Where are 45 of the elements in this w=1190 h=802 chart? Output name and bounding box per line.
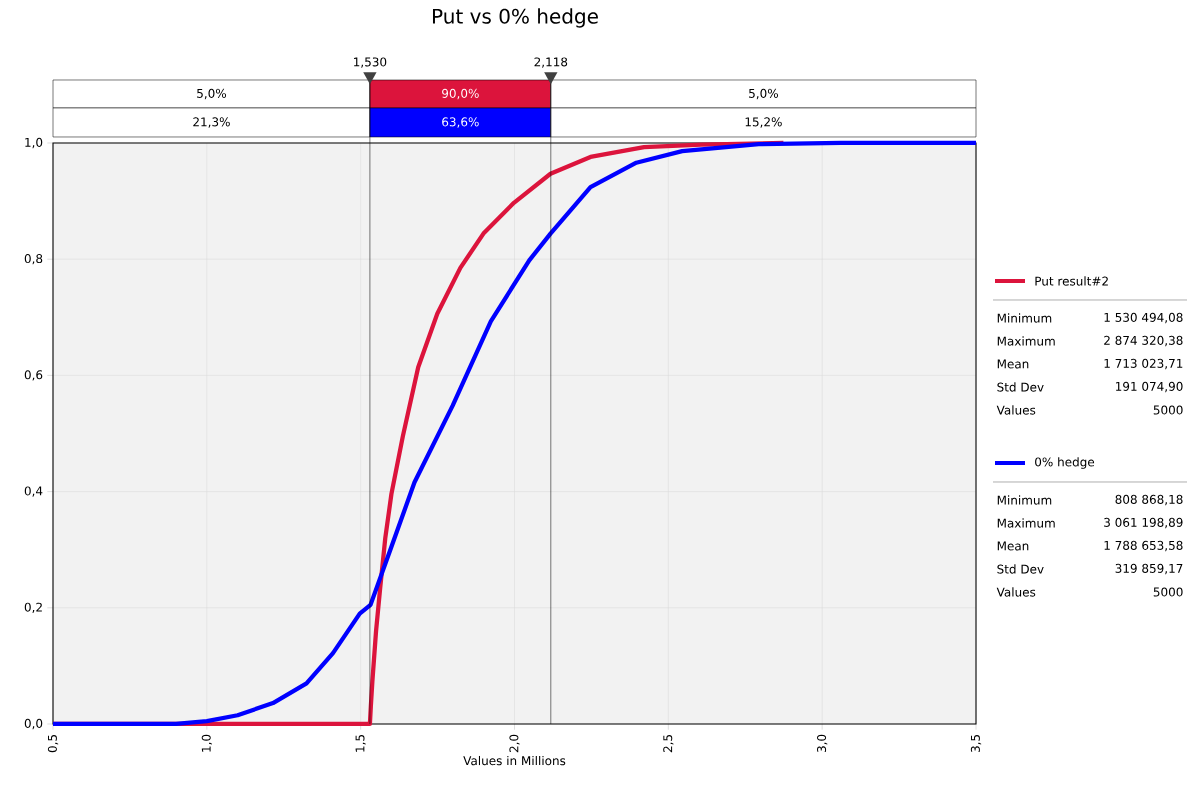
text: Values	[996, 587, 1036, 597]
y-tick-label: 1,0	[25, 137, 43, 149]
y-tick-label: 0,6	[24, 370, 43, 381]
text: 15,2%	[745, 117, 782, 128]
text: 21,3%	[193, 117, 230, 128]
text: 1 713 023,71	[1104, 358, 1183, 370]
text: 2 874 320,38	[1104, 335, 1183, 347]
x-tick-label: 3,0	[817, 734, 828, 753]
text: 5,0%	[749, 88, 778, 100]
legend-label: 0% hedge	[1035, 457, 1095, 469]
text: 1 788 653,58	[1104, 540, 1183, 552]
text: 5,0%	[197, 88, 227, 100]
x-axis-title: Values in Millions	[463, 755, 566, 766]
text: 63,6%	[442, 117, 479, 128]
x-tick-label: 2,0	[509, 734, 520, 753]
text: 808 868,18	[1115, 494, 1183, 506]
text: Mean	[997, 359, 1029, 369]
text: 319 859,17	[1115, 563, 1183, 575]
y-tick-label: 0,2	[24, 602, 42, 613]
x-tick-label: 2,5	[663, 734, 674, 753]
text: Mean	[997, 541, 1029, 551]
text: Values	[996, 405, 1036, 415]
x-tick-label: 0,5	[47, 734, 59, 753]
text: Std Dev	[997, 382, 1044, 392]
text: Maximum	[997, 336, 1055, 346]
legend-label: Put result#2	[1035, 276, 1108, 286]
y-tick-label: 0,0	[24, 718, 43, 730]
text: 90,0%	[442, 88, 479, 100]
text: 1 530 494,08	[1104, 312, 1183, 324]
text: 5000	[1153, 587, 1183, 597]
x-tick-label: 1,0	[201, 734, 212, 752]
ref-line-label: 2,118	[534, 57, 568, 68]
text: 3 061 198,89	[1104, 517, 1183, 529]
text: Maximum	[997, 518, 1055, 528]
chart-title: Put vs 0% hedge	[432, 8, 598, 28]
text: 5000	[1153, 405, 1183, 415]
y-tick-label: 0,8	[24, 254, 43, 265]
text: Minimum	[997, 495, 1052, 505]
ref-line-label: 1,530	[354, 57, 387, 68]
y-tick-label: 0,4	[24, 486, 43, 497]
x-tick-label: 3,5	[970, 734, 982, 753]
text: 191 074,90	[1116, 381, 1183, 393]
x-tick-label: 1,5	[355, 734, 366, 752]
text: Std Dev	[997, 564, 1044, 574]
text: Minimum	[997, 313, 1052, 323]
